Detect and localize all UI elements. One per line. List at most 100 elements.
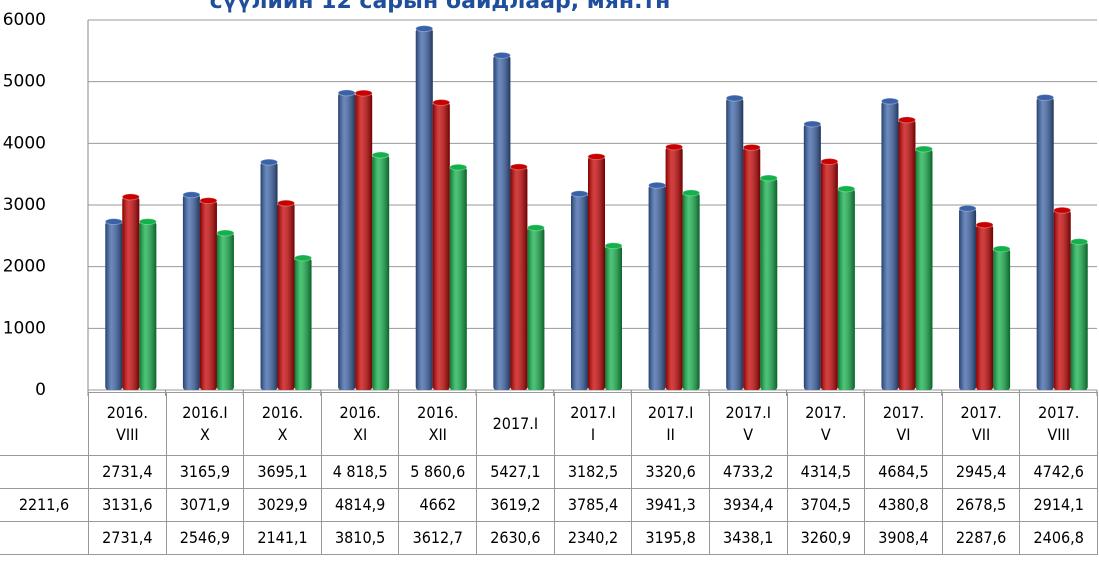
- bar-shade: [182, 194, 200, 390]
- bar-cap: [837, 185, 856, 193]
- data-label: 2731,4: [88, 455, 167, 489]
- bar-cap: [1053, 206, 1072, 214]
- x-tick-label: 2016. XII: [398, 392, 478, 456]
- data-label: 2914,1: [1019, 488, 1098, 522]
- bar-shade: [432, 102, 450, 390]
- bar-cap: [914, 145, 933, 153]
- bar-shade: [959, 208, 977, 390]
- bar-shade: [105, 221, 123, 390]
- bar-shade: [588, 156, 605, 390]
- bar-shade: [682, 192, 700, 390]
- x-tick-label: 2016. XI: [320, 392, 400, 456]
- bar-shade: [216, 232, 234, 390]
- bar-cap: [992, 245, 1011, 253]
- bar-cap: [897, 116, 916, 124]
- bar-cap: [199, 197, 218, 205]
- bar-cap: [509, 163, 528, 171]
- x-tick-label: 2016. X: [243, 392, 322, 456]
- x-tick-label: 2017.I: [476, 392, 555, 456]
- data-label: 3165,9: [165, 455, 245, 489]
- y-tick-label: 4000: [3, 133, 46, 153]
- data-label: 4742,6: [1019, 455, 1098, 489]
- bar-cap: [665, 143, 684, 151]
- bar-cap: [277, 199, 296, 207]
- bar-cap: [260, 158, 279, 166]
- bar-cap: [216, 229, 235, 237]
- bar-shade: [372, 155, 390, 390]
- data-label: 5427,1: [476, 455, 555, 489]
- data-label: 2945,4: [941, 455, 1021, 489]
- bar-cap: [432, 99, 451, 107]
- bar-shade: [1036, 97, 1054, 390]
- bar-shade: [493, 55, 511, 391]
- data-label: 5 860,6: [398, 455, 478, 489]
- bar-shade: [837, 188, 855, 390]
- bar-cap: [880, 97, 899, 105]
- bar-cap: [820, 158, 839, 166]
- data-label: 3785,4: [553, 488, 633, 522]
- bar-cap: [354, 89, 373, 97]
- data-label: 3071,9: [165, 488, 245, 522]
- bar-cap: [759, 174, 778, 182]
- bar-cap: [182, 191, 201, 199]
- bar-cap: [975, 221, 994, 229]
- bar-cap: [682, 189, 701, 197]
- x-tick-label: 2016.I X: [165, 392, 245, 456]
- bar-shade: [726, 98, 744, 391]
- bar-shade: [898, 119, 916, 390]
- data-label: 2287,6: [941, 521, 1021, 555]
- y-tick-label: 2000: [3, 257, 46, 277]
- bar-cap: [570, 190, 589, 198]
- bar-cap: [371, 151, 390, 159]
- chart-title: сүүлийн 12 сарын байдлаар, мян.тн: [210, 0, 671, 14]
- data-label: 3131,6: [88, 488, 167, 522]
- legend-label: 2211,6: [0, 488, 89, 522]
- x-tick-label: 2016. VIII: [88, 392, 167, 456]
- bar-shade: [820, 161, 838, 390]
- data-label: 3612,7: [398, 521, 478, 555]
- bar-cap: [337, 89, 356, 97]
- bar-cap: [138, 218, 157, 226]
- x-tick-label: 2017.I II: [631, 392, 710, 456]
- bar-shade: [760, 177, 778, 390]
- data-label: 3810,5: [320, 521, 400, 555]
- bar-cap: [121, 193, 140, 201]
- bar-shade: [993, 248, 1011, 390]
- bar-shade: [527, 227, 545, 390]
- bar-shade: [260, 162, 278, 390]
- data-label: 3619,2: [476, 488, 555, 522]
- data-label: 2406,8: [1019, 521, 1098, 555]
- bar-cap: [449, 163, 468, 171]
- bar-cap: [725, 94, 744, 102]
- data-label: 3934,4: [708, 488, 788, 522]
- data-label: 3182,5: [553, 455, 633, 489]
- data-label: 4662: [398, 488, 478, 522]
- data-label: 4684,5: [864, 455, 943, 489]
- x-tick-label: 2017. VII: [941, 392, 1021, 456]
- legend-label: [0, 521, 89, 555]
- data-label: 3908,4: [864, 521, 943, 555]
- bar-shade: [605, 245, 622, 390]
- x-tick-label: 2017. VIII: [1019, 392, 1098, 456]
- bar-shade: [881, 101, 899, 390]
- bar-shade: [976, 224, 994, 390]
- bar-cap: [1036, 94, 1055, 102]
- bar-shade: [1053, 210, 1071, 390]
- bar-shade: [199, 200, 217, 390]
- bar-shade: [122, 196, 140, 390]
- data-label: 4314,5: [786, 455, 866, 489]
- x-tick-label: 2017.I V: [708, 392, 788, 456]
- bar-cap: [648, 181, 667, 189]
- data-label: 4 818,5: [320, 455, 400, 489]
- x-tick-label: 2017. VI: [864, 392, 943, 456]
- bar-shade: [294, 257, 312, 390]
- bar-cap: [958, 204, 977, 212]
- bar-cap: [604, 242, 623, 250]
- data-label: 3695,1: [243, 455, 322, 489]
- bar-shade: [139, 221, 157, 390]
- bar-shade: [743, 147, 761, 390]
- data-label: 2630,6: [476, 521, 555, 555]
- bar-shade: [415, 28, 433, 390]
- data-label: 4733,2: [708, 455, 788, 489]
